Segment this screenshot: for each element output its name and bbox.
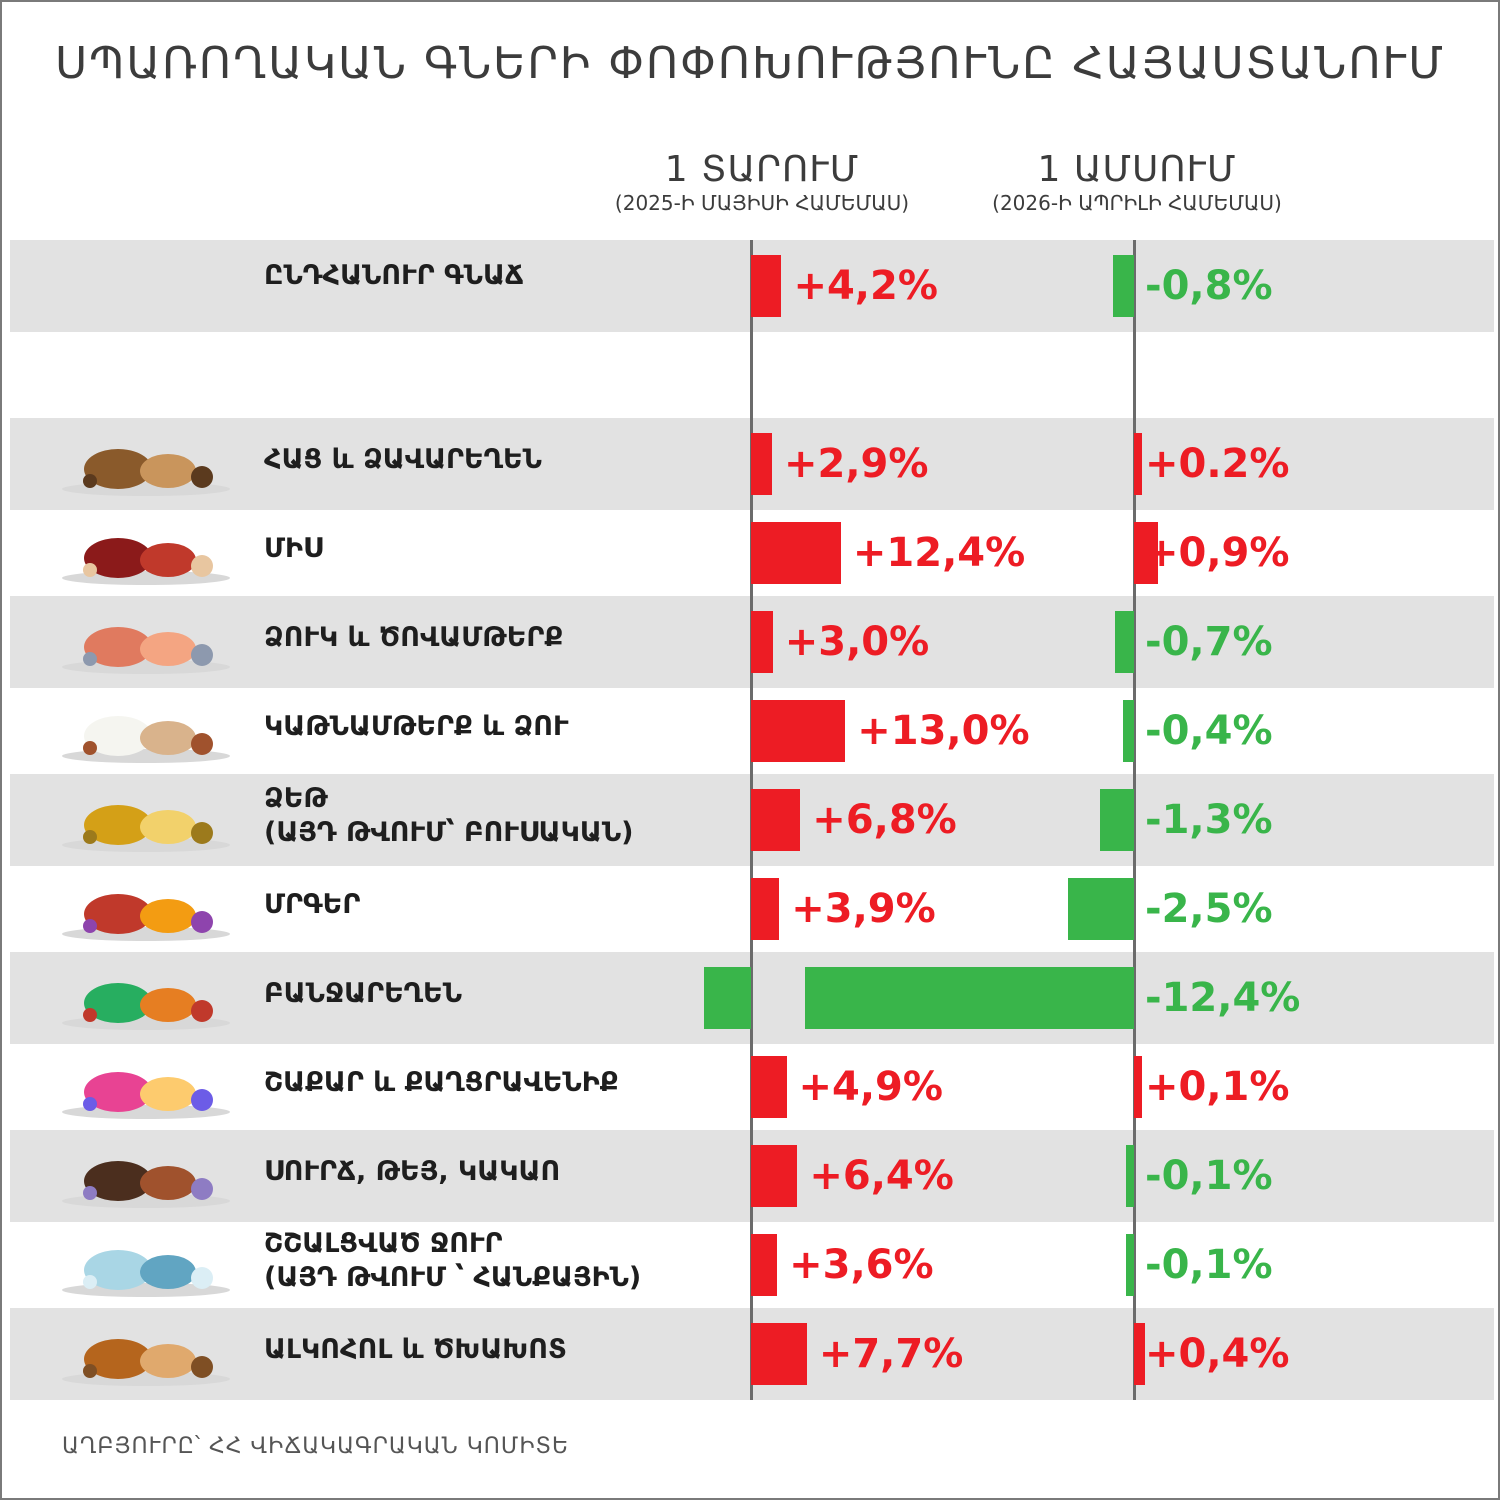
- bar-month: [1112, 255, 1134, 317]
- value-label-year: +3,0%: [784, 619, 930, 665]
- bar-month: [1099, 789, 1134, 851]
- value-label-year: +12,4%: [852, 530, 1026, 576]
- category-label: ՁԵԹ (ԱՅԴ ԹՎՈՒՄ՝ ԲՈՒՍԱԿԱՆ): [264, 783, 634, 848]
- category-photo: [56, 518, 236, 592]
- category-photo: [56, 1319, 236, 1393]
- category-photo: [56, 785, 236, 859]
- category-label: ՁՈՒԿ և ԾՈՎԱՄԹԵՐՔ: [264, 622, 564, 653]
- bar-year: [703, 967, 751, 1029]
- category-label: ՀԱՑ և ՁԱՎԱՐԵՂԵՆ: [264, 444, 542, 475]
- bar-year: [751, 522, 841, 584]
- value-label-year: +4,2%: [793, 263, 938, 309]
- value-label-month: +0,9%: [1145, 530, 1290, 576]
- category-label: ԲԱՆՋԱՐԵՂԵՆ: [264, 978, 463, 1009]
- value-label-year: +4,9%: [798, 1064, 943, 1110]
- value-label-month: -2,5%: [1145, 886, 1273, 932]
- value-label-year: +3,9%: [791, 886, 936, 932]
- category-label: ԱԼԿՈՀՈԼ և ԾԽԱԽՈՏ: [264, 1334, 567, 1365]
- value-label-month: -0,4%: [1145, 708, 1273, 754]
- bar-year: [751, 1323, 807, 1385]
- category-photo: [56, 1141, 236, 1215]
- value-label-year: +3,6%: [789, 1242, 934, 1288]
- bar-year: [751, 611, 773, 673]
- bar-year: [751, 878, 780, 940]
- bar-month: [1123, 700, 1134, 762]
- category-label: ՄԻՍ: [264, 533, 323, 564]
- value-label-month: -0,8%: [1145, 263, 1273, 309]
- category-photo: [56, 1052, 236, 1126]
- value-label-month: +0.2%: [1145, 441, 1290, 487]
- bar-year: [751, 433, 773, 495]
- value-label-year: +7,7%: [818, 1331, 964, 1377]
- category-label: ՇՇԱԼՑՎԱԾ ՋՈՒՐ (ԱՅԴ ԹՎՈՒՄ ՝ ՀԱՆՔԱՅԻՆ): [264, 1228, 642, 1293]
- value-label-month: -12,4%: [1145, 975, 1301, 1021]
- category-label: ՍՈՒՐՃ, ԹԵՅ, ԿԱԿԱՈ: [264, 1156, 561, 1187]
- bar-year: [751, 255, 782, 317]
- bar-month: [1134, 1056, 1142, 1118]
- category-photo: [56, 1230, 236, 1304]
- column-header-month-sub: (2026-Ի ԱՊՐԻԼԻ ՀԱՄԵՄԱՍ): [992, 191, 1282, 215]
- column-header-year-label: 1 ՏԱՐՈՒՄ: [664, 149, 860, 190]
- category-label: ԸՆԴՀԱՆՈՒՐ ԳՆԱՃ: [264, 260, 524, 291]
- category-photo: [56, 429, 236, 503]
- bar-year: [751, 1145, 798, 1207]
- bar-month: [1126, 1145, 1134, 1207]
- value-label-year: +2,9%: [784, 441, 929, 487]
- bar-month: [1126, 1234, 1134, 1296]
- bar-month: [1134, 1323, 1145, 1385]
- category-label: ՇԱՔԱՐ և ՔԱՂՑՐԱՎԵՆԻՔ: [264, 1067, 619, 1098]
- bar-month: [1134, 433, 1142, 495]
- value-label-month: +0,4%: [1145, 1331, 1290, 1377]
- column-header-month: 1 ԱՄՍՈՒՄ (2026-Ի ԱՊՐԻԼԻ ՀԱՄԵՄԱՍ): [947, 150, 1327, 216]
- column-header-year: 1 ՏԱՐՈՒՄ (2025-Ի ՄԱՅԻՍԻ ՀԱՄԵՄԱՍ): [562, 150, 962, 216]
- bar-month: [1115, 611, 1134, 673]
- value-label-year: +6,8%: [812, 797, 957, 843]
- category-photo: [56, 963, 236, 1037]
- category-label: ԿԱԹՆԱՄԹԵՐՔ և ՁՈՒ: [264, 711, 569, 742]
- value-label-year: +13,0%: [857, 708, 1030, 754]
- category-label: ՄՐԳԵՐ: [264, 889, 361, 920]
- bar-month: [1067, 878, 1134, 940]
- value-label-month: -0,7%: [1145, 619, 1273, 665]
- value-label-month: -1,3%: [1145, 797, 1273, 843]
- value-label-month: +0,1%: [1145, 1064, 1290, 1110]
- column-header-month-label: 1 ԱՄՍՈՒՄ: [1037, 149, 1237, 190]
- value-label-month: -0,1%: [1145, 1153, 1273, 1199]
- value-label-year: +6,4%: [809, 1153, 954, 1199]
- value-label-month: -0,1%: [1145, 1242, 1273, 1288]
- bar-month: [1134, 522, 1158, 584]
- bar-year: [751, 700, 846, 762]
- bar-year: [751, 1234, 778, 1296]
- chart-title: ՍՊԱՌՈՂԱԿԱՆ ԳՆԵՐԻ ՓՈՓՈԽՈՒԹՅՈՒՆԸ ՀԱՅԱՍՏԱՆՈ…: [54, 38, 1446, 89]
- bar-month: [805, 967, 1134, 1029]
- bar-year: [751, 789, 801, 851]
- category-photo: [56, 607, 236, 681]
- bar-year: [751, 1056, 787, 1118]
- category-photo: [56, 696, 236, 770]
- axis-month: [1133, 240, 1136, 1400]
- source-note: ԱՂԲՅՈՒՐԸ՝ ՀՀ ՎԻՃԱԿԱԳՐԱԿԱՆ ԿՈՄԻՏԵ: [62, 1434, 570, 1459]
- column-header-year-sub: (2025-Ի ՄԱՅԻՍԻ ՀԱՄԵՄԱՍ): [614, 191, 910, 215]
- category-photo: [56, 874, 236, 948]
